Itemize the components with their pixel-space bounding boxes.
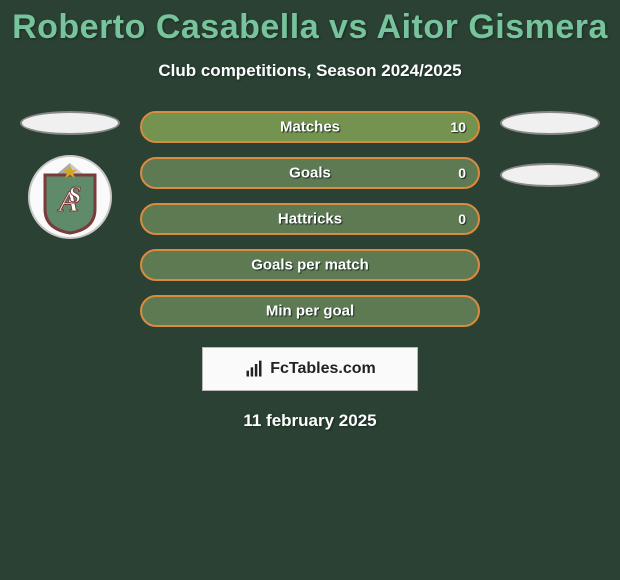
comparison-row: A S Matches 10 Goals 0 Hattricks 0 Goals per m… bbox=[0, 111, 620, 327]
stat-label: Hattricks bbox=[278, 211, 342, 228]
stat-label: Min per goal bbox=[266, 303, 354, 320]
stat-value-right: 10 bbox=[450, 119, 466, 135]
stat-bar: Matches 10 bbox=[140, 111, 480, 143]
stat-label: Goals per match bbox=[251, 257, 369, 274]
page-subtitle: Club competitions, Season 2024/2025 bbox=[0, 61, 620, 81]
left-player-ellipse bbox=[20, 111, 120, 135]
brand-text: FcTables.com bbox=[270, 360, 376, 378]
stat-value-right: 0 bbox=[458, 165, 466, 181]
stat-bar: Goals 0 bbox=[140, 157, 480, 189]
right-player-ellipse-2 bbox=[500, 163, 600, 187]
right-player-ellipse-1 bbox=[500, 111, 600, 135]
page-title: Roberto Casabella vs Aitor Gismera bbox=[0, 0, 620, 47]
left-club-badge: A S bbox=[28, 155, 112, 239]
stat-value-right: 0 bbox=[458, 211, 466, 227]
brand-badge: FcTables.com bbox=[202, 347, 418, 391]
stat-bar: Goals per match bbox=[140, 249, 480, 281]
club-crest-icon: A S bbox=[30, 157, 110, 237]
stat-bar: Min per goal bbox=[140, 295, 480, 327]
left-player-column: A S bbox=[18, 111, 122, 239]
stat-label: Matches bbox=[280, 119, 340, 136]
bar-chart-icon bbox=[244, 359, 264, 379]
stats-column: Matches 10 Goals 0 Hattricks 0 Goals per match… bbox=[140, 111, 480, 327]
footer-date: 11 february 2025 bbox=[0, 411, 620, 431]
svg-text:S: S bbox=[68, 183, 81, 209]
stat-bar: Hattricks 0 bbox=[140, 203, 480, 235]
right-player-column bbox=[498, 111, 602, 187]
stat-label: Goals bbox=[289, 165, 331, 182]
